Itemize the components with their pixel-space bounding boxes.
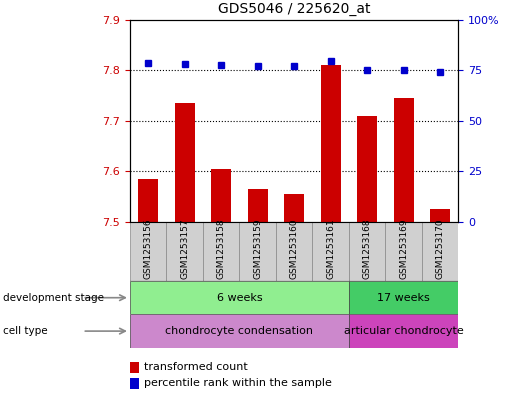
Bar [211, 169, 231, 222]
Text: 6 weeks: 6 weeks [217, 293, 262, 303]
Bar [349, 281, 458, 314]
Text: GSM1253160: GSM1253160 [290, 218, 298, 279]
Bar [284, 194, 304, 222]
Text: articular chondrocyte: articular chondrocyte [344, 326, 464, 336]
Text: development stage: development stage [3, 293, 104, 303]
Bar [312, 222, 349, 281]
Title: GDS5046 / 225620_at: GDS5046 / 225620_at [218, 2, 370, 16]
Bar [166, 222, 203, 281]
Bar [130, 378, 139, 389]
Text: GSM1253168: GSM1253168 [363, 218, 372, 279]
Text: GSM1253161: GSM1253161 [326, 218, 335, 279]
Text: cell type: cell type [3, 326, 47, 336]
Text: GSM1253157: GSM1253157 [180, 218, 189, 279]
Bar [138, 179, 158, 222]
Bar [203, 222, 240, 281]
Text: percentile rank within the sample: percentile rank within the sample [144, 378, 331, 388]
Text: GSM1253156: GSM1253156 [144, 218, 153, 279]
Bar [430, 209, 450, 222]
Text: GSM1253170: GSM1253170 [436, 218, 445, 279]
Text: GSM1253159: GSM1253159 [253, 218, 262, 279]
Bar [349, 314, 458, 348]
Text: chondrocyte condensation: chondrocyte condensation [165, 326, 313, 336]
Text: transformed count: transformed count [144, 362, 248, 373]
Text: GSM1253158: GSM1253158 [217, 218, 226, 279]
Bar [130, 362, 139, 373]
Bar [130, 314, 349, 348]
Bar [321, 65, 341, 222]
Bar [130, 222, 166, 281]
Bar [276, 222, 312, 281]
Bar [130, 281, 349, 314]
Bar [240, 222, 276, 281]
Bar [357, 116, 377, 222]
Bar [422, 222, 458, 281]
Bar [394, 98, 414, 222]
Bar [385, 222, 422, 281]
Bar [248, 189, 268, 222]
Bar [349, 222, 385, 281]
Text: GSM1253169: GSM1253169 [399, 218, 408, 279]
Bar [174, 103, 195, 222]
Text: 17 weeks: 17 weeks [377, 293, 430, 303]
